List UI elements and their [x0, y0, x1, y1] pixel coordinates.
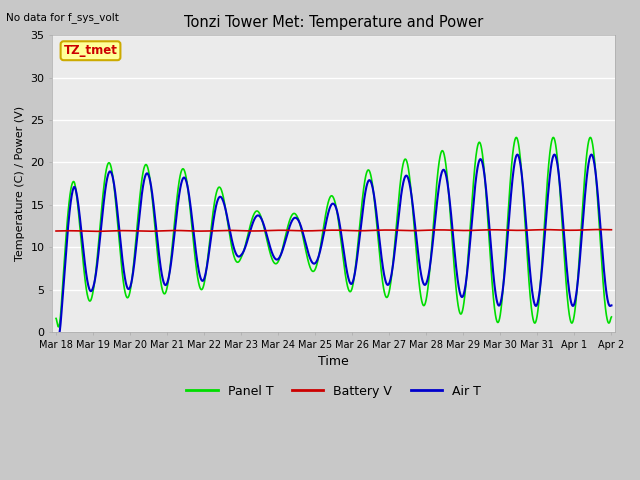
Air T — [262, 228, 269, 233]
Air T — [588, 152, 595, 157]
Battery V — [92, 228, 99, 234]
Line: Air T: Air T — [56, 155, 611, 337]
Battery V — [187, 228, 195, 234]
Panel T — [54, 324, 62, 330]
Air T — [184, 186, 192, 192]
Panel T — [184, 187, 192, 193]
Air T — [181, 175, 189, 181]
X-axis label: Time: Time — [318, 355, 349, 368]
Air T — [604, 295, 611, 300]
Panel T — [262, 230, 269, 236]
Panel T — [52, 315, 60, 321]
Line: Panel T: Panel T — [56, 137, 611, 327]
Text: No data for f_sys_volt: No data for f_sys_volt — [6, 12, 119, 23]
Panel T — [607, 314, 615, 320]
Air T — [187, 206, 195, 212]
Panel T — [181, 170, 189, 176]
Battery V — [604, 227, 611, 233]
Battery V — [181, 228, 189, 234]
Panel T — [187, 214, 195, 219]
Air T — [301, 238, 309, 243]
Battery V — [184, 228, 192, 234]
Text: TZ_tmet: TZ_tmet — [63, 44, 118, 57]
Battery V — [607, 227, 615, 233]
Panel T — [301, 244, 309, 250]
Panel T — [586, 134, 594, 140]
Air T — [52, 332, 60, 337]
Battery V — [301, 228, 309, 234]
Battery V — [52, 228, 60, 234]
Air T — [54, 335, 62, 340]
Battery V — [595, 227, 603, 232]
Y-axis label: Temperature (C) / Power (V): Temperature (C) / Power (V) — [15, 106, 25, 261]
Battery V — [262, 228, 269, 234]
Legend: Panel T, Battery V, Air T: Panel T, Battery V, Air T — [181, 380, 486, 403]
Panel T — [604, 316, 611, 322]
Line: Battery V: Battery V — [56, 229, 611, 231]
Title: Tonzi Tower Met: Temperature and Power: Tonzi Tower Met: Temperature and Power — [184, 15, 483, 30]
Air T — [607, 302, 615, 308]
